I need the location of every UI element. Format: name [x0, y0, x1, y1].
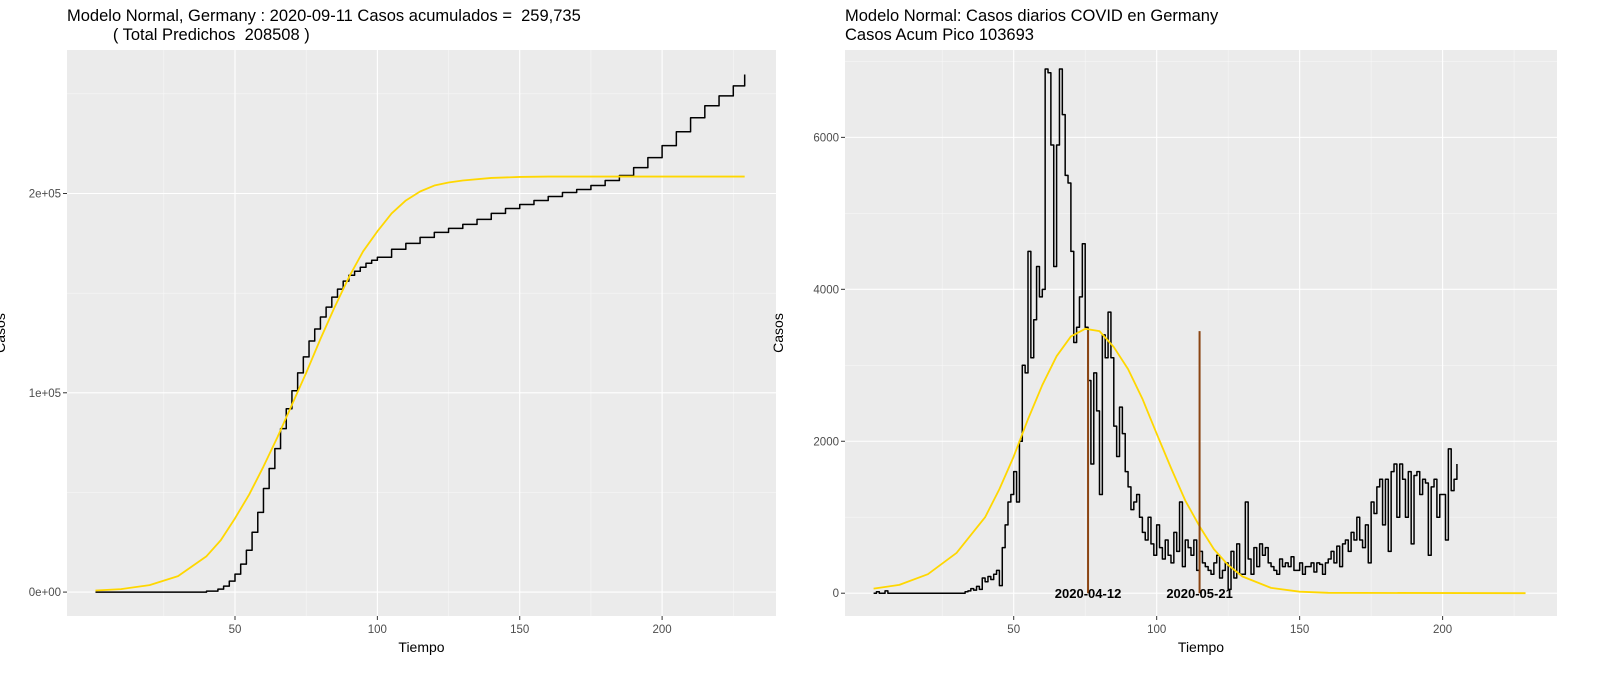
right-chart-title: Modelo Normal: Casos diarios COVID en Ge… — [845, 7, 1219, 25]
left-panel — [67, 50, 776, 616]
left-observed-series — [95, 74, 746, 593]
left-y-tick-label: 0e+00 — [29, 587, 61, 599]
left-y-tick-label: 1e+05 — [29, 388, 61, 400]
left-x-axis-label: Tiempo — [398, 639, 444, 655]
left-chart-title: Modelo Normal, Germany : 2020-09-11 Caso… — [67, 7, 581, 25]
right-chart-subtitle: Casos Acum Pico 103693 — [845, 26, 1034, 44]
right-y-axis-label: Casos — [770, 313, 786, 353]
right-y-tick-label: 6000 — [813, 132, 839, 144]
left-fitted-series — [95, 175, 745, 592]
right-fitted-series — [873, 327, 1526, 595]
left-y-tick-label: 2e+05 — [29, 188, 61, 200]
right-y-tick-label: 4000 — [813, 284, 839, 296]
left-x-tick-label: 150 — [510, 624, 529, 636]
left-chart-subtitle: ( Total Predichos 208508 ) — [67, 26, 310, 44]
right-y-tick-label: 2000 — [813, 436, 839, 448]
right-x-tick-label: 100 — [1147, 624, 1166, 636]
left-x-tick-label: 50 — [229, 624, 242, 636]
right-date-marker-label: 2020-04-12 — [1055, 586, 1122, 601]
cumulative-cases-chart: 50 100 150 200 0e+00 1e+05 2e+05 Tiempo Casos — [0, 50, 776, 655]
right-x-axis-label: Tiempo — [1178, 639, 1224, 655]
left-y-axis-label: Casos — [0, 313, 8, 353]
right-date-marker-label: 2020-05-21 — [1166, 586, 1233, 601]
right-observed-series — [873, 68, 1458, 594]
right-y-tick-label: 0 — [833, 588, 839, 600]
left-x-tick-label: 100 — [368, 624, 387, 636]
left-x-tick-label: 200 — [653, 624, 672, 636]
right-x-tick-label: 50 — [1007, 624, 1020, 636]
right-panel — [845, 50, 1557, 616]
right-x-tick-label: 150 — [1290, 624, 1309, 636]
right-x-tick-label: 200 — [1433, 624, 1452, 636]
